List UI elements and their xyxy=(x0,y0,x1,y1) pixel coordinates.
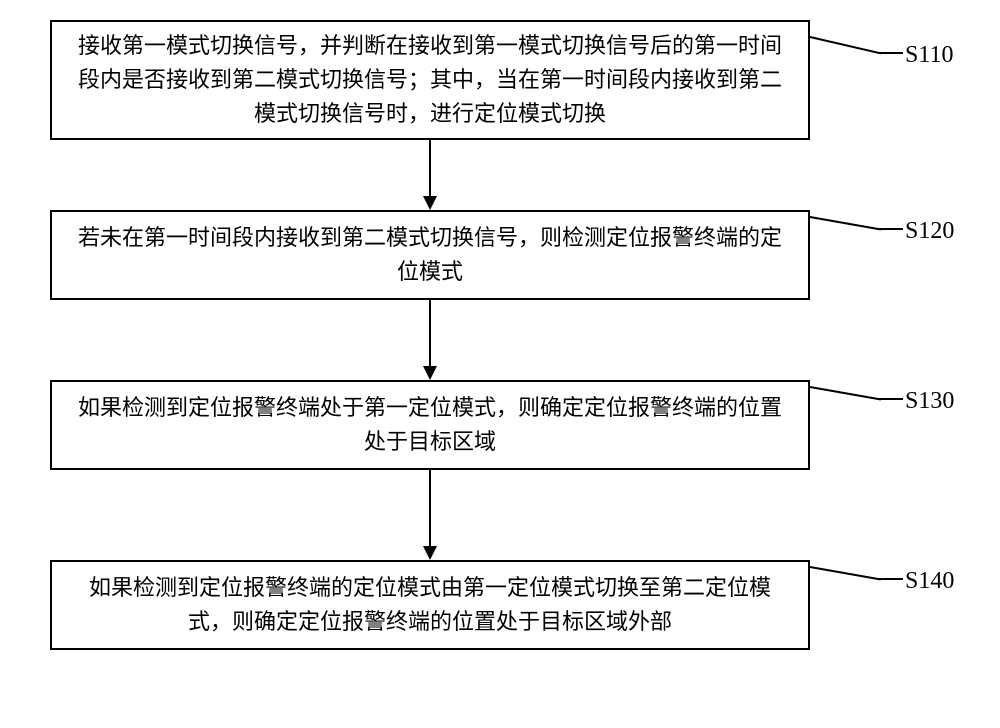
step-text: 若未在第一时间段内接收到第二模式切换信号，则检测定位报警终端的定位模式 xyxy=(72,221,788,289)
arrow-3-line xyxy=(429,470,431,546)
step-text: 接收第一模式切换信号，并判断在接收到第一模式切换信号后的第一时间段内是否接收到第… xyxy=(72,29,788,131)
step-text: 如果检测到定位报警终端处于第一定位模式，则确定定位报警终端的位置处于目标区域 xyxy=(72,391,788,459)
leader-s120-a xyxy=(810,216,881,230)
arrow-2-head xyxy=(423,366,437,380)
arrow-1-line xyxy=(429,140,431,196)
step-box-s120: 若未在第一时间段内接收到第二模式切换信号，则检测定位报警终端的定位模式 xyxy=(50,210,810,300)
leader-s140-b xyxy=(878,578,903,580)
arrow-3-head xyxy=(423,546,437,560)
leader-s130-b xyxy=(878,398,903,400)
leader-s120-b xyxy=(878,228,903,230)
flowchart-canvas: 接收第一模式切换信号，并判断在接收到第一模式切换信号后的第一时间段内是否接收到第… xyxy=(0,0,1000,728)
leader-s110-b xyxy=(878,52,903,54)
arrow-1-head xyxy=(423,196,437,210)
leader-s130-a xyxy=(810,386,881,400)
step-text: 如果检测到定位报警终端的定位模式由第一定位模式切换至第二定位模式，则确定定位报警… xyxy=(72,571,788,639)
step-label-s140: S140 xyxy=(905,568,954,595)
arrow-2-line xyxy=(429,300,431,366)
step-label-s130: S130 xyxy=(905,388,954,415)
step-label-s110: S110 xyxy=(905,42,953,69)
step-box-s110: 接收第一模式切换信号，并判断在接收到第一模式切换信号后的第一时间段内是否接收到第… xyxy=(50,20,810,140)
step-box-s140: 如果检测到定位报警终端的定位模式由第一定位模式切换至第二定位模式，则确定定位报警… xyxy=(50,560,810,650)
step-label-s120: S120 xyxy=(905,218,954,245)
leader-s140-a xyxy=(810,566,881,580)
leader-s110-a xyxy=(810,36,881,54)
step-box-s130: 如果检测到定位报警终端处于第一定位模式，则确定定位报警终端的位置处于目标区域 xyxy=(50,380,810,470)
